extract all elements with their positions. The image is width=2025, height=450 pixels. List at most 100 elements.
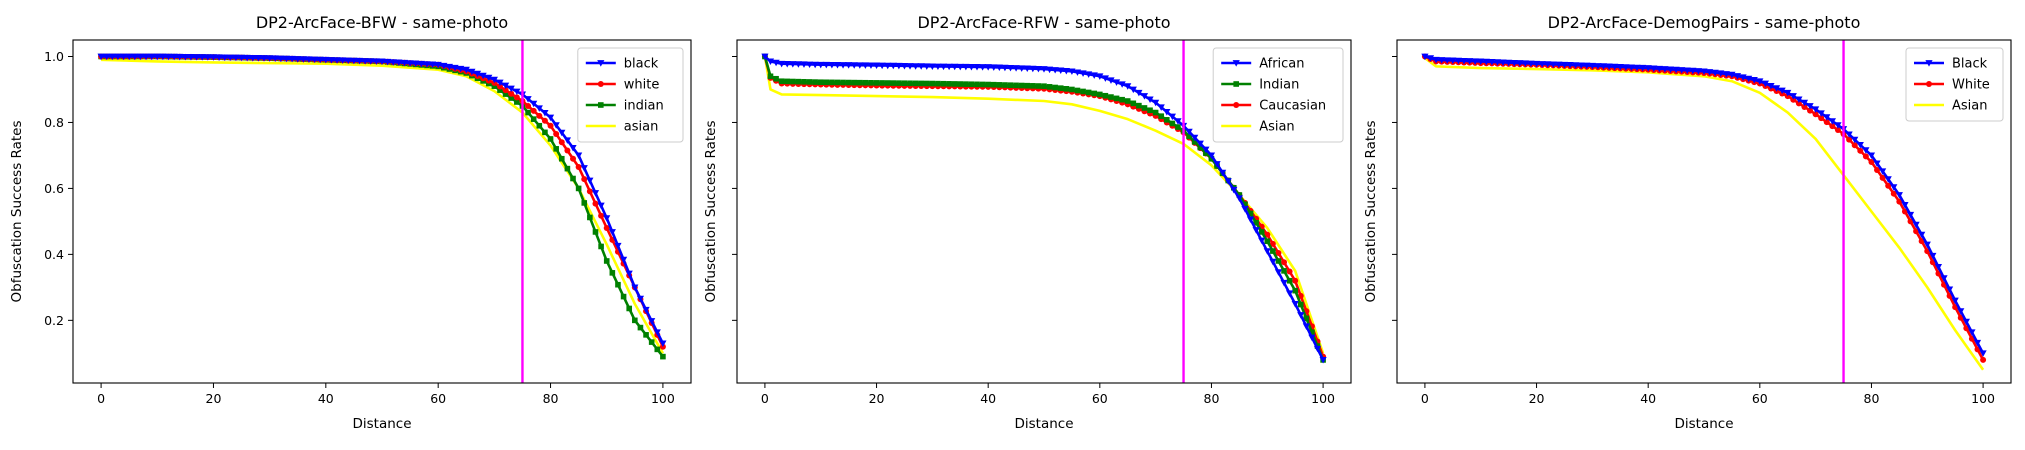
marker-African xyxy=(1191,134,1199,142)
marker-black xyxy=(417,60,425,68)
marker-Black xyxy=(1705,69,1714,76)
marker-Caucasian xyxy=(1264,231,1271,238)
marker-African xyxy=(1068,68,1076,75)
legend-entry-White: White xyxy=(1914,78,1990,93)
x-tick-label: 60 xyxy=(1092,391,1108,406)
x-tick-label: 40 xyxy=(1640,391,1656,406)
marker-White xyxy=(1807,107,1814,114)
marker-Indian xyxy=(1281,268,1287,274)
marker-African xyxy=(805,61,814,69)
marker-Black xyxy=(1532,60,1541,68)
marker-Indian xyxy=(1074,87,1081,94)
marker-African xyxy=(1040,66,1048,73)
marker-White xyxy=(1885,182,1892,189)
marker-black xyxy=(631,284,639,291)
marker-Black xyxy=(1940,275,1948,282)
marker-black xyxy=(108,53,116,61)
marker-African xyxy=(1224,178,1232,185)
marker-Black xyxy=(1912,221,1920,229)
marker-indian xyxy=(530,116,537,122)
y-axis-label: Obfuscation Success Rates xyxy=(703,120,719,302)
legend-marker xyxy=(1233,102,1240,108)
marker-Caucasian xyxy=(1269,240,1276,247)
marker-Black xyxy=(1968,329,1976,336)
marker-Black xyxy=(1957,308,1965,315)
x-tick-label: 100 xyxy=(1311,391,1335,406)
marker-Black xyxy=(1566,62,1574,69)
marker-African xyxy=(917,63,925,70)
marker-black xyxy=(277,55,285,63)
marker-white xyxy=(508,90,515,97)
marker-Black xyxy=(1599,63,1608,70)
marker-African xyxy=(923,63,931,70)
marker-black xyxy=(333,57,341,64)
marker-Black xyxy=(1873,160,1881,167)
marker-Black xyxy=(1884,176,1892,183)
marker-White xyxy=(1818,115,1825,122)
marker-African xyxy=(778,60,786,68)
marker-Black xyxy=(1616,63,1624,71)
marker-Black xyxy=(1577,62,1585,69)
marker-Black xyxy=(1505,59,1513,67)
marker-indian xyxy=(553,146,559,152)
marker-African xyxy=(761,53,769,61)
marker-Black xyxy=(1421,53,1429,61)
marker-black xyxy=(384,58,392,66)
marker-Black xyxy=(1856,141,1864,149)
marker-Indian xyxy=(1063,86,1070,92)
marker-Indian xyxy=(767,73,774,80)
marker-Black xyxy=(1639,64,1647,72)
marker-Indian xyxy=(1080,88,1086,95)
marker-African xyxy=(1029,65,1037,73)
x-tick-label: 80 xyxy=(1204,391,1220,406)
chart-title: DP2-ArcFace-DemogPairs - same-photo xyxy=(1548,13,1861,32)
legend-entry-asian: asian xyxy=(585,120,658,135)
marker-black xyxy=(119,53,128,61)
marker-Black xyxy=(1560,61,1569,69)
marker-Indian xyxy=(1236,192,1243,198)
marker-African xyxy=(861,62,869,69)
marker-white xyxy=(570,155,577,162)
marker-Black xyxy=(1800,99,1809,107)
x-tick-label: 0 xyxy=(761,391,769,406)
marker-indian xyxy=(570,175,576,182)
marker-Black xyxy=(1867,152,1876,160)
marker-White xyxy=(1795,100,1802,107)
marker-indian xyxy=(575,185,582,192)
marker-black xyxy=(136,53,145,61)
marker-black xyxy=(148,53,156,61)
marker-African xyxy=(1140,93,1149,100)
legend-entry-white: white xyxy=(585,78,659,93)
marker-Indian xyxy=(963,81,969,87)
marker-black xyxy=(310,56,319,64)
marker-black xyxy=(659,340,667,348)
marker-Black xyxy=(1572,62,1580,69)
marker-Caucasian xyxy=(1286,268,1293,275)
legend-box xyxy=(1905,47,2004,122)
y-tick-label: 0.8 xyxy=(44,115,64,130)
marker-Black xyxy=(1499,59,1507,66)
marker-indian xyxy=(637,324,644,331)
marker-black xyxy=(636,295,645,303)
marker-Indian xyxy=(923,80,930,87)
marker-Indian xyxy=(862,79,869,86)
marker-white xyxy=(496,83,503,90)
marker-Indian xyxy=(784,78,791,85)
marker-Indian xyxy=(868,80,874,86)
marker-black xyxy=(434,61,442,69)
marker-African xyxy=(1118,81,1126,88)
marker-Black xyxy=(1823,114,1831,121)
marker-African xyxy=(1286,290,1294,297)
marker-black xyxy=(221,54,229,61)
marker-Black xyxy=(1583,62,1591,70)
marker-Black xyxy=(1951,297,1959,305)
marker-black xyxy=(355,57,364,65)
marker-Indian xyxy=(979,81,986,88)
marker-African xyxy=(1291,300,1299,308)
marker-Black xyxy=(1477,58,1485,66)
marker-Black xyxy=(1834,122,1842,129)
marker-Indian xyxy=(1164,117,1170,123)
marker-Black xyxy=(1538,61,1546,68)
series-Asian xyxy=(1424,57,1985,371)
marker-Indian xyxy=(857,79,863,86)
